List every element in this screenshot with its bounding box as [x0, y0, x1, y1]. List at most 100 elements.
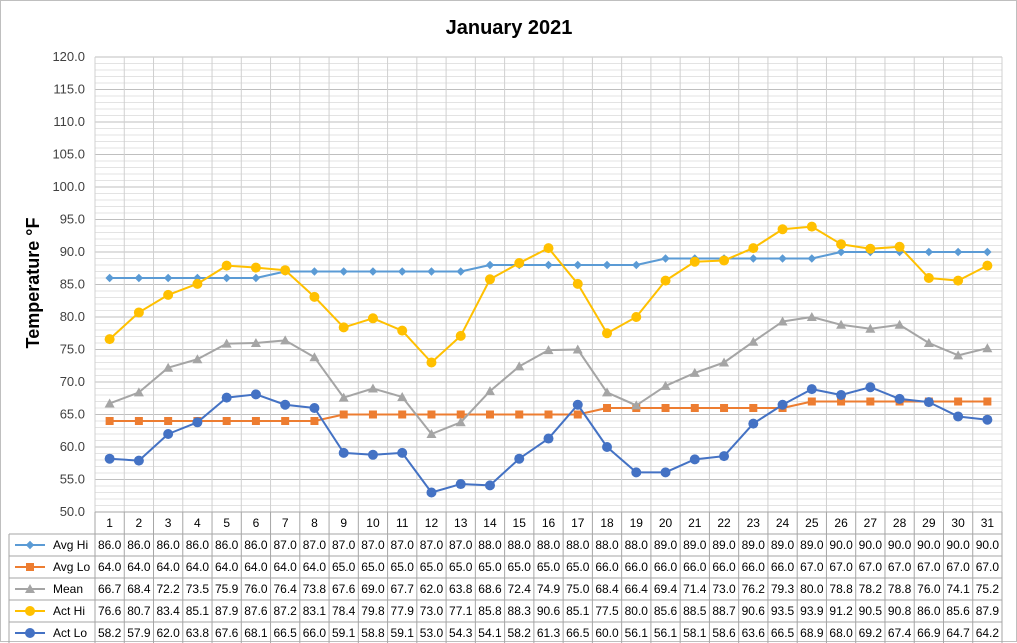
data-point-avg-hi — [807, 254, 817, 263]
data-point-mean — [397, 391, 408, 401]
table-cell-act-hi: 85.8 — [478, 604, 502, 618]
table-cell-avg-hi: 89.0 — [742, 538, 766, 552]
data-point-mean — [104, 398, 115, 408]
data-point-act-lo — [309, 403, 320, 413]
table-cell-act-lo: 66.5 — [771, 626, 795, 640]
data-point-avg-hi — [222, 273, 231, 283]
data-point-mean — [719, 357, 730, 367]
data-point-act-hi — [338, 322, 349, 333]
data-point-act-lo — [543, 433, 554, 444]
data-point-act-lo — [280, 399, 291, 410]
table-cell-avg-hi: 90.0 — [946, 538, 970, 552]
table-cell-avg-lo: 65.0 — [537, 560, 561, 574]
table-cell-avg-hi: 88.0 — [595, 538, 619, 552]
data-point-act-hi — [543, 243, 554, 254]
table-cell-avg-lo: 64.0 — [273, 560, 297, 574]
data-point-avg-lo — [866, 397, 875, 406]
table-cell-avg-hi: 87.0 — [449, 538, 473, 552]
data-point-avg-hi — [544, 260, 553, 270]
table-cell-act-hi: 87.2 — [273, 604, 297, 618]
legend-key-marker-avg-hi — [25, 540, 35, 550]
table-cell-act-lo: 56.1 — [625, 626, 649, 640]
data-point-avg-lo — [720, 404, 729, 412]
data-point-avg-lo — [251, 417, 260, 425]
table-cell-mean: 71.4 — [683, 582, 707, 596]
table-cell-act-lo: 68.9 — [800, 626, 824, 640]
x-tick-label: 28 — [893, 516, 907, 530]
data-point-act-hi — [514, 258, 525, 269]
table-cell-mean: 68.6 — [478, 582, 502, 596]
table-cell-mean: 66.4 — [625, 582, 649, 596]
table-cell-avg-hi: 89.0 — [712, 538, 736, 552]
data-point-avg-hi — [368, 267, 378, 276]
table-cell-act-lo: 66.5 — [273, 626, 297, 640]
legend-label-mean: Mean — [53, 582, 83, 596]
table-cell-act-hi: 85.6 — [654, 604, 678, 618]
data-point-avg-hi — [163, 273, 173, 283]
table-cell-act-hi: 88.7 — [712, 604, 736, 618]
data-point-act-hi — [602, 328, 613, 339]
data-point-act-lo — [133, 455, 144, 466]
data-point-avg-hi — [105, 273, 114, 283]
data-point-avg-lo — [603, 404, 612, 412]
table-cell-avg-lo: 67.0 — [800, 560, 824, 574]
data-point-act-lo — [806, 384, 817, 395]
table-cell-act-hi: 77.1 — [449, 604, 473, 618]
table-cell-avg-lo: 66.0 — [595, 560, 619, 574]
data-point-act-hi — [397, 325, 408, 336]
legend-key-marker-act-hi — [25, 606, 35, 616]
data-point-act-lo — [836, 390, 847, 400]
table-cell-avg-lo: 67.0 — [859, 560, 883, 574]
y-tick-label: 55.0 — [60, 472, 85, 487]
data-point-mean — [338, 392, 349, 402]
table-cell-avg-lo: 67.0 — [829, 560, 853, 574]
data-point-avg-lo — [485, 410, 494, 419]
data-point-mean — [455, 417, 466, 427]
data-point-act-hi — [309, 291, 320, 302]
data-point-act-lo — [602, 442, 613, 452]
y-tick-label: 60.0 — [60, 439, 85, 454]
table-cell-avg-hi: 88.0 — [625, 538, 649, 552]
data-point-avg-hi — [632, 260, 641, 270]
table-cell-avg-hi: 87.0 — [332, 538, 356, 552]
data-point-avg-lo — [134, 417, 143, 425]
data-point-act-lo — [104, 453, 115, 464]
table-cell-act-lo: 63.8 — [186, 626, 210, 640]
table-cell-avg-lo: 64.0 — [303, 560, 327, 574]
table-cell-mean: 74.9 — [537, 582, 561, 596]
table-cell-avg-lo: 64.0 — [244, 560, 268, 574]
data-point-avg-hi — [251, 273, 261, 283]
table-cell-mean: 78.8 — [829, 582, 853, 596]
data-point-act-hi — [631, 312, 642, 322]
data-point-avg-lo — [515, 410, 524, 419]
table-cell-avg-hi: 89.0 — [683, 538, 707, 552]
legend-key-marker-mean — [25, 584, 35, 593]
x-tick-label: 5 — [223, 516, 230, 530]
table-cell-act-hi: 77.5 — [595, 604, 619, 618]
data-point-mean — [543, 345, 554, 355]
data-point-act-lo — [426, 487, 437, 498]
table-cell-avg-lo: 66.0 — [654, 560, 678, 574]
data-point-act-hi — [953, 275, 964, 286]
data-point-act-lo — [514, 453, 525, 464]
data-point-act-hi — [192, 278, 203, 289]
data-point-mean — [748, 336, 759, 346]
table-cell-mean: 72.4 — [508, 582, 532, 596]
data-point-avg-lo — [164, 417, 173, 425]
data-point-avg-hi — [836, 247, 846, 257]
data-point-act-lo — [192, 417, 203, 428]
table-cell-avg-lo: 66.0 — [712, 560, 736, 574]
data-point-avg-lo — [339, 410, 348, 419]
data-point-avg-lo — [310, 417, 319, 425]
x-tick-label: 25 — [805, 516, 819, 530]
table-cell-mean: 76.0 — [917, 582, 941, 596]
data-point-act-lo — [338, 447, 349, 458]
data-point-act-lo — [660, 467, 671, 478]
table-cell-act-lo: 57.9 — [127, 626, 151, 640]
y-tick-label: 85.0 — [60, 277, 85, 292]
data-point-act-hi — [221, 260, 232, 271]
x-tick-label: 16 — [542, 516, 556, 530]
data-table: 1 2 3 4 5 6 7 8 9 10 11 12 13 14 15 16 17 18 19 20 21 22 23 24 2… — [8, 511, 1003, 643]
data-point-mean — [689, 367, 700, 377]
table-cell-act-lo: 62.0 — [156, 626, 180, 640]
